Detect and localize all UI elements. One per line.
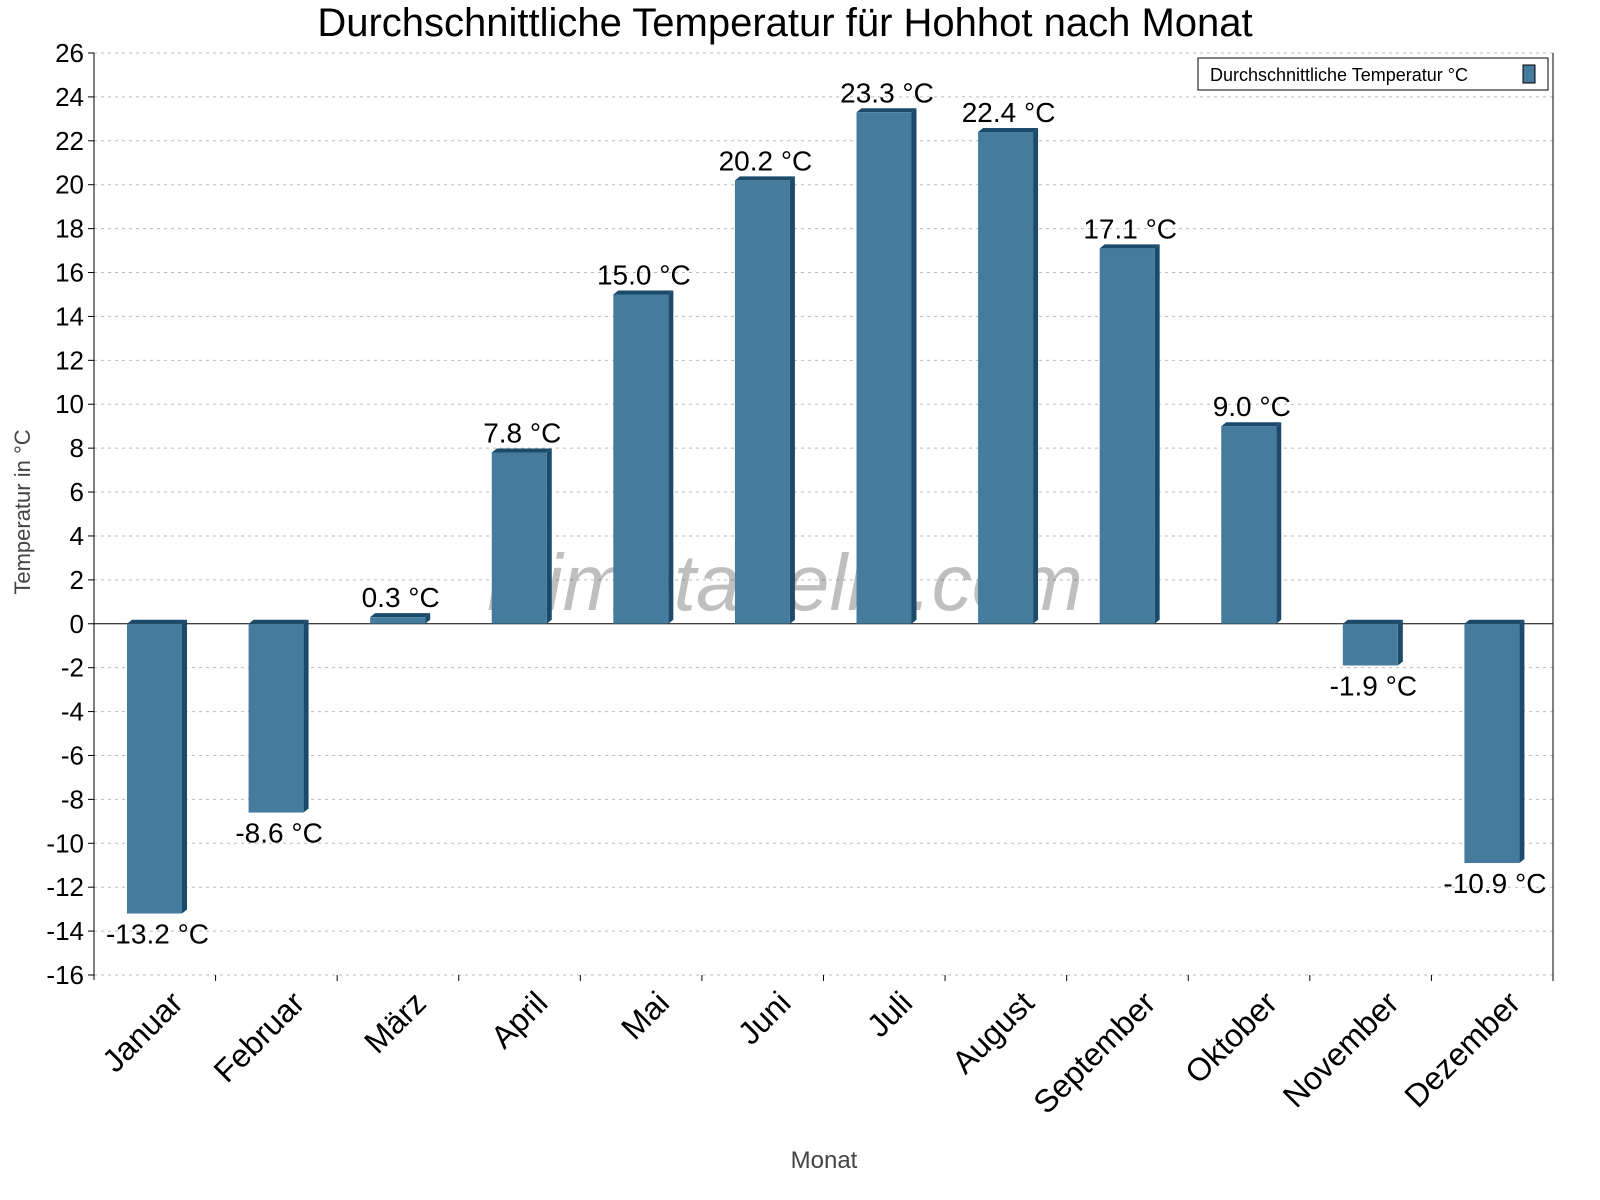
y-tick-label: 8 [70,433,84,463]
x-tick-label: April [484,984,555,1055]
y-tick-label: 22 [55,126,84,156]
x-tick-label: Februar [207,984,312,1089]
bar [491,452,547,624]
bars [127,108,1525,914]
bar-top [1221,422,1282,427]
y-axis-label: Temperatur in °C [10,429,35,594]
legend: Durchschnittliche Temperatur °C [1197,57,1549,91]
y-tick-label: -2 [61,653,84,683]
y-tick-label: 20 [55,170,84,200]
x-tick-label: Oktober [1178,984,1284,1090]
y-tick-label: 6 [70,477,84,507]
bar [1464,623,1520,864]
bar [1221,426,1277,624]
x-tick-label: Mai [614,984,676,1046]
data-label: -1.9 °C [1330,670,1417,701]
bar-side [1276,422,1282,624]
bar-side [425,613,431,624]
data-label: 20.2 °C [719,145,813,176]
bar [127,623,182,914]
y-tick-label: -14 [46,916,84,946]
y-axis-ticks: -16-14-12-10-8-6-4-202468101214161820222… [46,38,94,990]
bar [370,617,426,624]
bar-side [546,448,552,624]
bar-side [182,619,187,914]
bar-top [127,619,187,624]
bar-top [1342,619,1403,624]
y-tick-label: -4 [61,697,84,727]
bar [248,623,304,813]
y-tick-label: 18 [55,214,84,244]
bar [613,294,669,624]
bar-side [668,290,674,624]
x-tick-label: Dezember [1397,984,1527,1114]
bar-side [1397,619,1403,666]
bar-side [303,619,309,813]
data-label: -10.9 °C [1443,868,1546,899]
y-tick-label: 24 [55,82,84,112]
data-label: 17.1 °C [1083,213,1177,244]
x-tick-label: März [357,984,433,1060]
y-tick-label: 26 [55,38,84,68]
data-label: 9.0 °C [1213,391,1291,422]
legend-label: Durchschnittliche Temperatur °C [1210,65,1468,85]
bar [856,112,912,624]
data-label: 7.8 °C [483,418,561,449]
y-tick-label: 2 [70,565,84,595]
bar-top [1099,244,1160,249]
data-label: 0.3 °C [362,582,440,613]
y-tick-label: 10 [55,389,84,419]
y-tick-label: -16 [46,960,84,990]
bar [1099,248,1155,624]
y-tick-label: -8 [61,784,84,814]
legend-box [1197,57,1549,91]
bar [734,180,790,624]
data-label: 15.0 °C [597,259,691,290]
bar-top [1464,619,1525,624]
data-label: 22.4 °C [962,97,1056,128]
x-tick-label: September [1026,984,1162,1120]
y-tick-label: 14 [55,301,84,331]
bar-side [789,176,795,624]
bar [978,132,1034,624]
x-axis-ticks: Januar Februar März April Mai Juni Juli AugustS… [95,975,1554,1121]
bar-top [248,619,309,624]
data-labels: -13.2 °C -8.6 °C 0.3 °C 7.8 °C 15.0 °C 20.2 °… [106,77,1546,949]
data-label: 23.3 °C [840,77,934,108]
bar [1342,623,1398,666]
bar-top [491,448,552,453]
x-axis-label: Monat [791,1147,858,1174]
bar-top [370,613,431,618]
x-tick-label: November [1276,984,1406,1114]
data-label: -8.6 °C [235,818,322,849]
x-tick-label: Januar [95,984,190,1079]
chart-title: Durchschnittliche Temperatur für Hohhot … [317,1,1252,45]
bar-side [1154,244,1160,624]
x-tick-label: August [945,984,1041,1080]
y-tick-label: -6 [61,740,84,770]
bar-top [978,128,1039,133]
data-label: -13.2 °C [106,919,209,950]
x-tick-label: Juni [731,984,798,1051]
bar-top [734,176,795,181]
bar-top [613,290,674,295]
y-tick-label: 0 [70,609,84,639]
y-tick-label: -12 [46,872,84,902]
grid [94,52,1553,976]
legend-swatch [1522,64,1536,84]
bar-side [1519,619,1525,864]
bar-side [911,108,917,624]
y-tick-label: 12 [55,345,84,375]
y-tick-label: -10 [46,828,84,858]
bar-side [1033,128,1039,624]
y-tick-label: 4 [70,521,84,551]
x-tick-label: Juli [860,984,919,1043]
y-tick-label: 16 [55,258,84,288]
bar-top [856,108,917,113]
